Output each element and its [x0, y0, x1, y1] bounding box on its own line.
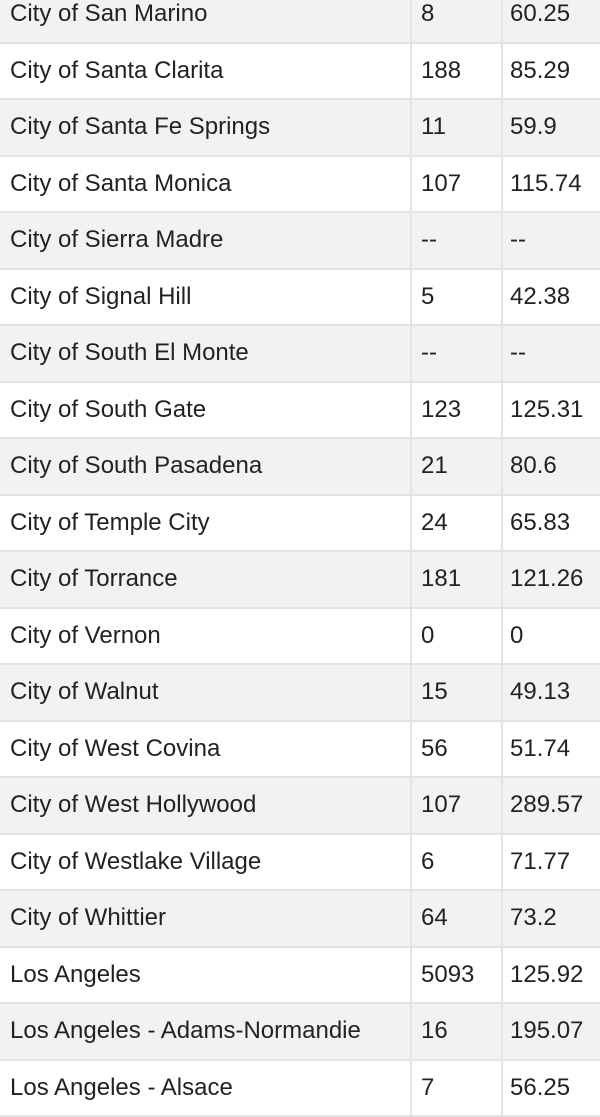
place-name-cell: City of Santa Clarita: [0, 42, 412, 100]
table-row: City of South Pasadena 21 80.6: [0, 438, 600, 496]
place-name-cell: City of South Gate: [0, 381, 412, 439]
count-cell: 16: [411, 1003, 503, 1061]
count-cell: 15: [411, 664, 503, 722]
table-row: Los Angeles 5093 125.92: [0, 946, 600, 1004]
table-row: City of Sierra Madre -- --: [0, 212, 600, 270]
place-name-cell: Los Angeles - Alsace: [0, 1059, 412, 1117]
place-name-cell: City of Torrance: [0, 551, 412, 609]
count-cell: 11: [411, 99, 503, 157]
count-cell: 7: [411, 1059, 503, 1117]
table-row: City of Santa Fe Springs 11 59.9: [0, 99, 600, 157]
table-row: City of Torrance 181 121.26: [0, 551, 600, 609]
rate-cell: 80.6: [502, 438, 600, 496]
rate-cell: 56.25: [502, 1059, 600, 1117]
count-cell: 64: [411, 890, 503, 948]
table-row: City of Temple City 24 65.83: [0, 494, 600, 552]
count-cell: 6: [411, 833, 503, 891]
count-cell: 107: [411, 155, 503, 213]
rate-cell: 42.38: [502, 268, 600, 326]
place-name-cell: City of West Covina: [0, 720, 412, 778]
count-cell: 56: [411, 720, 503, 778]
table-row: City of West Covina 56 51.74: [0, 720, 600, 778]
place-name-cell: City of Walnut: [0, 664, 412, 722]
place-name-cell: Los Angeles - Adams-Normandie: [0, 1003, 412, 1061]
rate-cell: 51.74: [502, 720, 600, 778]
place-name-cell: City of Temple City: [0, 494, 412, 552]
rate-cell: 125.31: [502, 381, 600, 439]
place-name-cell: City of Santa Fe Springs: [0, 99, 412, 157]
place-name-cell: City of West Hollywood: [0, 777, 412, 835]
table-row: Los Angeles - Alsace 7 56.25: [0, 1059, 600, 1117]
table-row: City of San Marino 8 60.25: [0, 0, 600, 44]
rate-cell: 0: [502, 607, 600, 665]
place-name-cell: City of Sierra Madre: [0, 212, 412, 270]
count-cell: 123: [411, 381, 503, 439]
table-row: City of Signal Hill 5 42.38: [0, 268, 600, 326]
rate-cell: 85.29: [502, 42, 600, 100]
rate-cell: 49.13: [502, 664, 600, 722]
rate-cell: 60.25: [502, 0, 600, 44]
count-cell: 5: [411, 268, 503, 326]
count-cell: --: [411, 325, 503, 383]
table-row: City of South El Monte -- --: [0, 325, 600, 383]
rate-cell: 115.74: [502, 155, 600, 213]
table-row: City of Vernon 0 0: [0, 607, 600, 665]
table-row: City of Westlake Village 6 71.77: [0, 833, 600, 891]
table-row: Los Angeles - Adams-Normandie 16 195.07: [0, 1003, 600, 1061]
table-row: City of Walnut 15 49.13: [0, 664, 600, 722]
count-cell: 24: [411, 494, 503, 552]
rate-cell: --: [502, 325, 600, 383]
rate-cell: 125.92: [502, 946, 600, 1004]
place-name-cell: Los Angeles: [0, 946, 412, 1004]
rate-cell: 59.9: [502, 99, 600, 157]
rate-cell: 71.77: [502, 833, 600, 891]
rate-cell: 195.07: [502, 1003, 600, 1061]
count-cell: 21: [411, 438, 503, 496]
place-name-cell: City of Vernon: [0, 607, 412, 665]
place-name-cell: City of South Pasadena: [0, 438, 412, 496]
place-name-cell: City of South El Monte: [0, 325, 412, 383]
table-row: City of Santa Monica 107 115.74: [0, 155, 600, 213]
place-name-cell: City of Whittier: [0, 890, 412, 948]
place-name-cell: City of Signal Hill: [0, 268, 412, 326]
rate-cell: 289.57: [502, 777, 600, 835]
table-row: City of Santa Clarita 188 85.29: [0, 42, 600, 100]
count-cell: 188: [411, 42, 503, 100]
count-cell: 8: [411, 0, 503, 44]
table-row: City of Whittier 64 73.2: [0, 890, 600, 948]
rate-cell: 121.26: [502, 551, 600, 609]
place-name-cell: City of San Marino: [0, 0, 412, 44]
count-cell: 0: [411, 607, 503, 665]
place-name-cell: City of Santa Monica: [0, 155, 412, 213]
table-row: City of South Gate 123 125.31: [0, 381, 600, 439]
rate-cell: 73.2: [502, 890, 600, 948]
count-cell: 107: [411, 777, 503, 835]
count-cell: 181: [411, 551, 503, 609]
count-cell: --: [411, 212, 503, 270]
rate-cell: --: [502, 212, 600, 270]
table-row: City of West Hollywood 107 289.57: [0, 777, 600, 835]
rate-cell: 65.83: [502, 494, 600, 552]
count-cell: 5093: [411, 946, 503, 1004]
place-name-cell: City of Westlake Village: [0, 833, 412, 891]
